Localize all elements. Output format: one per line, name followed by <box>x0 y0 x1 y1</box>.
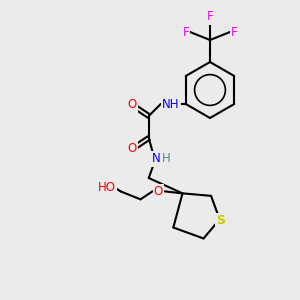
Text: H: H <box>161 152 170 166</box>
Text: O: O <box>127 142 136 155</box>
Text: F: F <box>183 26 189 38</box>
Text: HO: HO <box>98 181 116 194</box>
Text: N: N <box>152 152 160 166</box>
Text: NH: NH <box>162 98 179 110</box>
Text: O: O <box>127 98 136 112</box>
Text: O: O <box>154 185 163 198</box>
Text: F: F <box>231 26 237 38</box>
Text: F: F <box>207 11 213 23</box>
Text: S: S <box>216 214 225 227</box>
